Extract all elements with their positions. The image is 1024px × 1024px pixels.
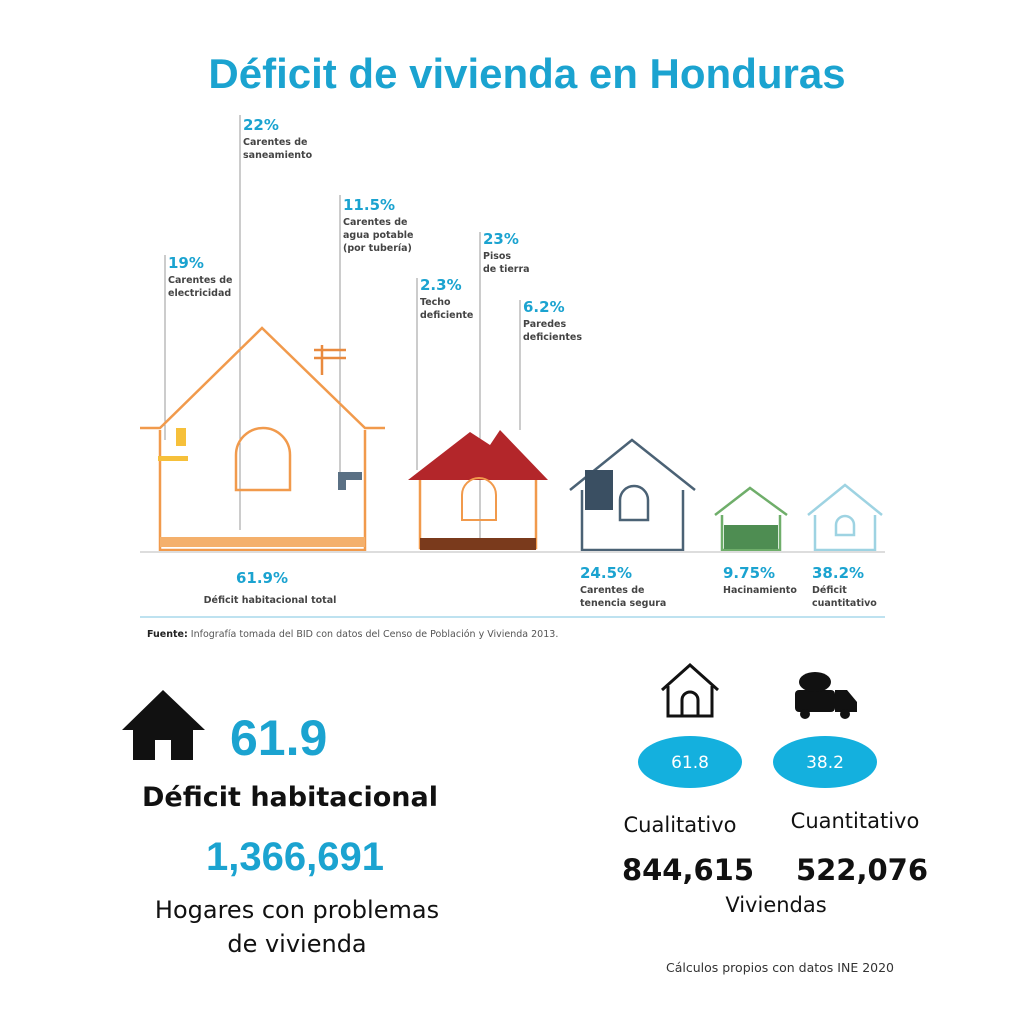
callout-label: Carentes de <box>580 585 644 596</box>
callout-label: Carentes de <box>168 275 232 286</box>
quantitative-count: 522,076 <box>796 853 928 887</box>
callout-value: 2.3% <box>420 276 462 294</box>
callout-value: 23% <box>483 230 519 248</box>
callout-label: Déficit habitacional total <box>204 595 337 606</box>
callout-label: Paredes <box>523 319 566 330</box>
main-house <box>140 326 385 552</box>
callout-value: 19% <box>168 254 204 272</box>
qualitative-label: Cualitativo <box>624 813 737 837</box>
callout-value: 38.2% <box>812 564 864 582</box>
households-label: Hogares con problemas <box>155 896 439 924</box>
callout-label: cuantitativo <box>812 598 877 609</box>
quantitative-value: 38.2 <box>806 753 844 773</box>
households-label: de vivienda <box>227 930 366 958</box>
callout-label: electricidad <box>168 288 231 299</box>
light-house <box>807 483 883 552</box>
note: Cálculos propios con datos INE 2020 <box>666 960 894 975</box>
source: Fuente: Infografía tomada del BID con dat… <box>147 629 558 640</box>
callouts: 19% Carentes de electricidad 22% Carentes de… <box>168 116 877 609</box>
house-icon <box>122 690 205 760</box>
callout-value: 24.5% <box>580 564 632 582</box>
callout-label: deficiente <box>420 310 473 321</box>
callout-label: Techo <box>420 297 451 308</box>
callout-label: Carentes de <box>243 137 307 148</box>
quantitative-label: Cuantitativo <box>791 809 920 833</box>
callout-value: 22% <box>243 116 279 134</box>
households: 1,366,691 <box>206 835 384 879</box>
unit: Viviendas <box>725 893 826 917</box>
plug <box>176 428 186 446</box>
pointer-lines <box>164 115 521 540</box>
callout-value: 6.2% <box>523 298 565 316</box>
crowd-house <box>714 486 788 552</box>
house-door <box>155 740 171 760</box>
callout-value: 9.75% <box>723 564 775 582</box>
summary-value: 61.9 <box>230 710 327 766</box>
qualitative-value: 61.8 <box>671 753 709 773</box>
qualitative-count: 844,615 <box>622 853 754 887</box>
callout-label: tenencia segura <box>580 598 666 609</box>
qualitative-badge <box>638 736 742 788</box>
source-text: Infografía tomada del BID con datos del … <box>191 629 559 640</box>
callout-label: Hacinamiento <box>723 585 797 596</box>
callout-label: agua potable <box>343 230 413 241</box>
callout-value: 11.5% <box>343 196 395 214</box>
document <box>585 470 613 510</box>
truck-icon <box>795 672 857 719</box>
callout-label: Pisos <box>483 251 511 262</box>
callout-value: 61.9% <box>236 569 288 587</box>
callout-label: Carentes de <box>343 217 407 228</box>
callout-label: Déficit <box>812 585 847 596</box>
quantitative-badge <box>773 736 877 788</box>
source-label: Fuente: <box>147 629 188 640</box>
summary-label: Déficit habitacional <box>142 782 438 813</box>
outline-house-icon <box>661 662 719 718</box>
callout-label: (por tubería) <box>343 243 412 254</box>
people <box>724 525 778 549</box>
callout-label: de tierra <box>483 264 530 275</box>
cable <box>158 456 188 461</box>
title: Déficit de vivienda en Honduras <box>208 50 845 97</box>
poor-house <box>408 430 548 550</box>
callout-label: saneamiento <box>243 150 313 161</box>
pipe <box>160 537 365 547</box>
faucet <box>338 472 362 490</box>
callout-label: deficientes <box>523 332 582 343</box>
